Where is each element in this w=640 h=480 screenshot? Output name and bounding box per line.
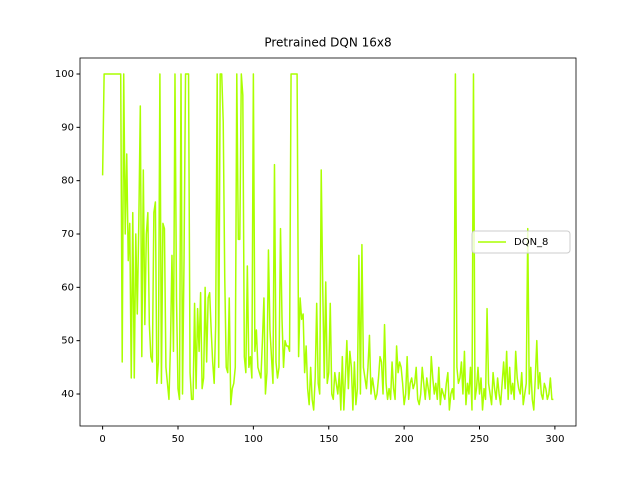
x-tick-label: 300 <box>545 434 564 445</box>
y-tick-label: 100 <box>55 69 74 80</box>
y-tick-label: 60 <box>61 282 74 293</box>
x-tick-label: 150 <box>319 434 338 445</box>
y-tick-label: 90 <box>61 122 74 133</box>
chart-title: Pretrained DQN 16x8 <box>264 36 391 50</box>
x-tick-label: 100 <box>244 434 263 445</box>
legend-label: DQN_8 <box>514 237 548 248</box>
y-tick-label: 40 <box>61 389 74 400</box>
legend-box <box>471 230 571 254</box>
y-tick-label: 80 <box>61 176 74 187</box>
y-tick-label: 70 <box>61 229 74 240</box>
x-tick-label: 0 <box>99 434 105 445</box>
x-tick-label: 50 <box>172 434 185 445</box>
line <box>101 73 554 411</box>
x-tick-label: 200 <box>395 434 414 445</box>
x-tick-label: 250 <box>470 434 489 445</box>
axes-frame <box>79 57 577 427</box>
y-tick-label: 50 <box>61 336 74 347</box>
